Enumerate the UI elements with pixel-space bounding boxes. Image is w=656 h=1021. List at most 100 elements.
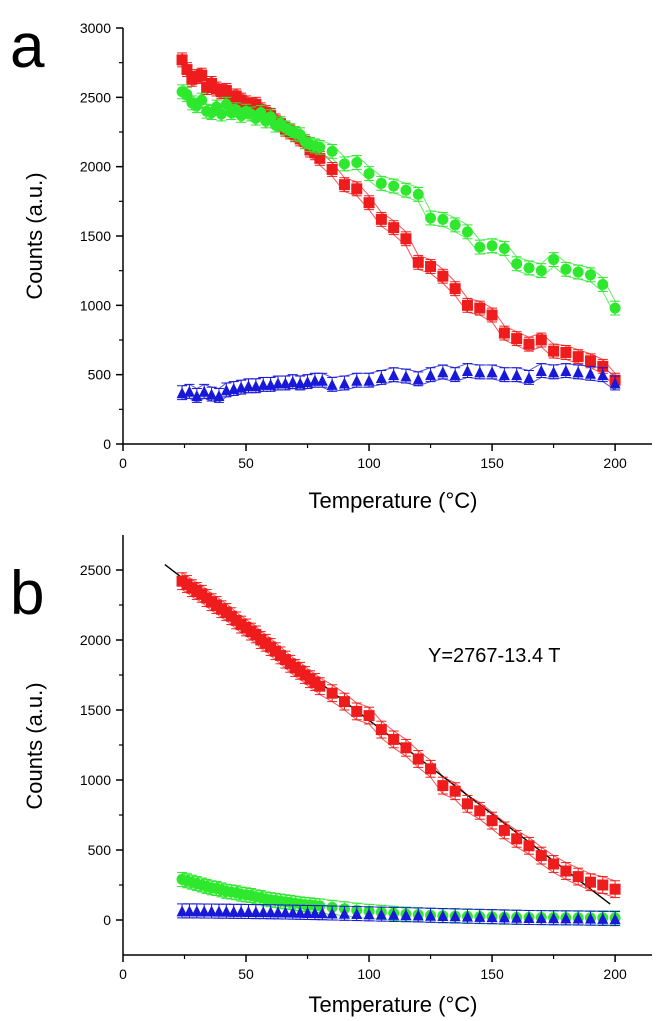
y-tick-label: 500 bbox=[88, 367, 112, 383]
x-tick-label: 200 bbox=[603, 455, 627, 471]
data-point-blue-triangle bbox=[176, 905, 188, 917]
y-tick-label: 0 bbox=[103, 912, 111, 928]
data-point-blue-triangle bbox=[548, 366, 560, 378]
data-point-red-square bbox=[584, 876, 596, 888]
data-point-blue-triangle bbox=[375, 908, 387, 920]
data-point-red-square bbox=[314, 152, 326, 164]
data-point-red-square bbox=[363, 710, 375, 722]
data-point-green-circle bbox=[363, 168, 375, 180]
data-point-blue-triangle bbox=[363, 374, 375, 386]
data-point-green-circle bbox=[265, 111, 277, 123]
data-point-red-square bbox=[560, 346, 572, 358]
panel-a-marks bbox=[176, 52, 621, 403]
data-point-red-square bbox=[572, 871, 584, 883]
data-point-red-square bbox=[375, 213, 387, 225]
data-point-green-circle bbox=[560, 263, 572, 275]
data-point-blue-triangle bbox=[511, 369, 523, 381]
x-tick-label: 150 bbox=[480, 966, 504, 982]
data-point-green-circle bbox=[255, 107, 267, 119]
data-point-red-square bbox=[535, 850, 547, 862]
data-point-blue-triangle bbox=[206, 905, 218, 917]
data-point-blue-triangle bbox=[437, 910, 449, 922]
data-point-red-square bbox=[449, 785, 461, 797]
data-point-green-circle bbox=[338, 158, 350, 170]
data-point-blue-triangle bbox=[250, 906, 262, 918]
y-tick-label: 2000 bbox=[80, 632, 111, 648]
data-point-green-circle bbox=[388, 180, 400, 192]
data-point-red-square bbox=[425, 261, 437, 273]
data-point-blue-triangle bbox=[326, 378, 338, 390]
data-point-blue-triangle bbox=[309, 374, 321, 386]
data-point-blue-triangle bbox=[486, 366, 498, 378]
panel-a-letter: a bbox=[10, 12, 45, 81]
panel-b-y-axis-title: Counts (a.u.) bbox=[22, 682, 47, 809]
data-point-red-square bbox=[584, 355, 596, 367]
data-point-green-circle bbox=[196, 94, 208, 106]
y-tick-label: 1000 bbox=[80, 297, 111, 313]
data-point-blue-triangle bbox=[609, 377, 621, 389]
data-point-blue-triangle bbox=[548, 912, 560, 924]
data-point-red-square bbox=[250, 628, 262, 640]
y-tick-label: 1000 bbox=[80, 772, 111, 788]
data-point-green-circle bbox=[351, 157, 363, 169]
data-point-red-square bbox=[363, 197, 375, 209]
data-point-blue-triangle bbox=[400, 370, 412, 382]
data-point-red-square bbox=[523, 338, 535, 350]
x-tick-label: 50 bbox=[238, 966, 254, 982]
data-point-green-circle bbox=[181, 89, 193, 101]
data-point-blue-triangle bbox=[584, 912, 596, 924]
x-tick-label: 50 bbox=[238, 455, 254, 471]
data-point-blue-triangle bbox=[279, 906, 291, 918]
data-point-blue-triangle bbox=[206, 388, 218, 400]
y-tick-label: 2500 bbox=[80, 89, 111, 105]
panel-b-x-axis-title: Temperature (°C) bbox=[309, 992, 478, 1017]
data-point-green-circle bbox=[609, 302, 621, 314]
data-point-blue-triangle bbox=[388, 908, 400, 920]
data-point-blue-triangle bbox=[242, 380, 254, 392]
data-point-green-circle bbox=[511, 258, 523, 270]
data-point-red-square bbox=[511, 333, 523, 345]
data-point-blue-triangle bbox=[272, 377, 284, 389]
data-point-red-square bbox=[548, 345, 560, 357]
data-point-blue-triangle bbox=[572, 366, 584, 378]
data-point-blue-triangle bbox=[326, 907, 338, 919]
panel-b-marks bbox=[164, 563, 621, 927]
data-point-red-square bbox=[425, 763, 437, 775]
data-point-red-square bbox=[486, 309, 498, 321]
data-point-green-circle bbox=[498, 242, 510, 254]
data-point-green-circle bbox=[215, 108, 227, 120]
data-point-red-square bbox=[474, 805, 486, 817]
data-point-blue-triangle bbox=[316, 374, 328, 386]
data-point-blue-triangle bbox=[257, 378, 269, 390]
data-point-red-square bbox=[597, 360, 609, 372]
data-point-red-square bbox=[326, 163, 338, 175]
data-point-blue-triangle bbox=[560, 912, 572, 924]
data-point-blue-triangle bbox=[242, 905, 254, 917]
data-point-blue-triangle bbox=[183, 385, 195, 397]
data-point-red-square bbox=[486, 815, 498, 827]
data-point-blue-triangle bbox=[351, 374, 363, 386]
data-point-red-square bbox=[548, 858, 560, 870]
data-point-red-square bbox=[351, 705, 363, 717]
data-point-red-square bbox=[351, 183, 363, 195]
panel-a-x-axis-title: Temperature (°C) bbox=[309, 488, 478, 513]
data-point-blue-triangle bbox=[183, 905, 195, 917]
data-point-green-circle bbox=[548, 254, 560, 266]
data-point-blue-triangle bbox=[597, 912, 609, 924]
data-point-blue-triangle bbox=[498, 911, 510, 923]
data-point-red-square bbox=[196, 69, 208, 81]
data-point-blue-triangle bbox=[584, 367, 596, 379]
data-point-blue-triangle bbox=[257, 906, 269, 918]
panel-b-letter: b bbox=[10, 559, 44, 628]
data-point-red-square bbox=[412, 753, 424, 765]
data-point-blue-triangle bbox=[461, 365, 473, 377]
data-point-red-square bbox=[461, 299, 473, 311]
data-point-blue-triangle bbox=[388, 369, 400, 381]
data-point-blue-triangle bbox=[309, 907, 321, 919]
data-point-blue-triangle bbox=[412, 373, 424, 385]
y-tick-label: 3000 bbox=[80, 20, 111, 36]
data-point-blue-triangle bbox=[498, 369, 510, 381]
data-point-blue-triangle bbox=[287, 376, 299, 388]
